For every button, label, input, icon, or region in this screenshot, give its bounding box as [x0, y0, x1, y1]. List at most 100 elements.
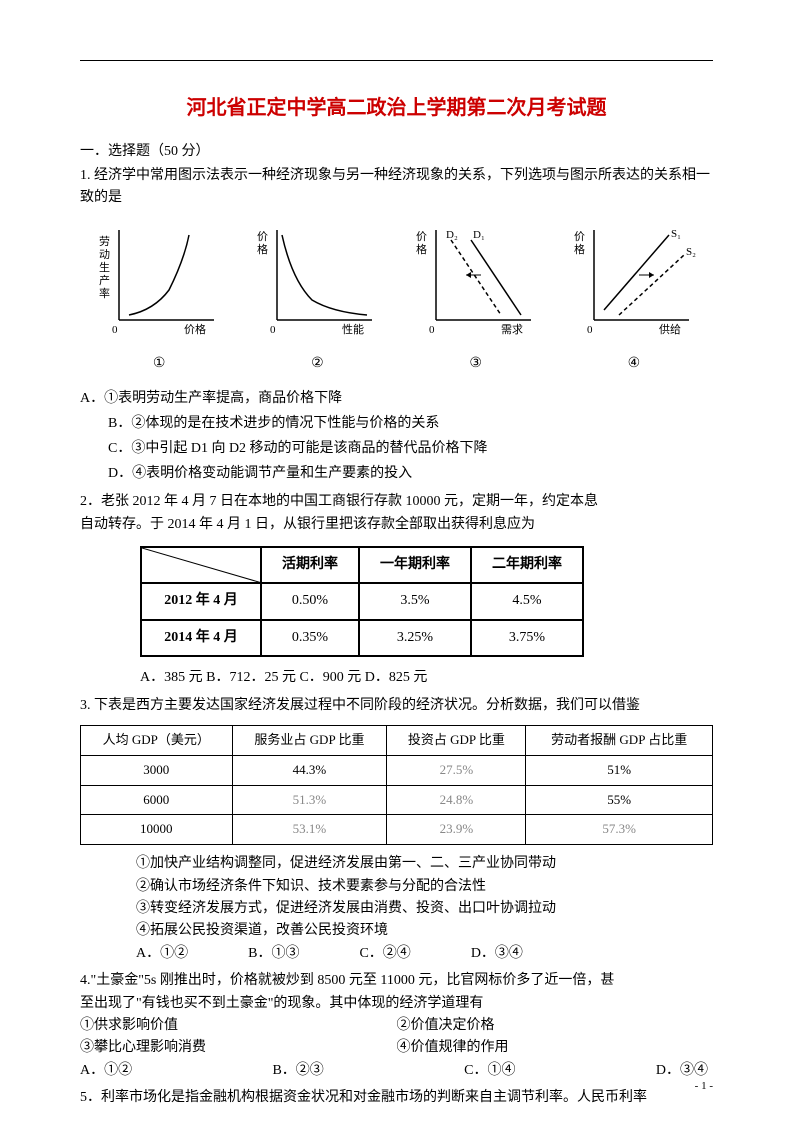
cell-text: 一年期利率 — [380, 557, 450, 572]
q4-text1: 4."土豪金"5s 刚推出时，价格就被炒到 8500 元至 11000 元，比官… — [80, 970, 713, 992]
cell-text: 44.3% — [232, 755, 387, 785]
q3-optB: B．①③ — [248, 943, 299, 965]
page-number: - 1 - — [695, 1080, 713, 1092]
diag-cell — [141, 547, 261, 583]
cell-text: 二年期利率 — [492, 557, 562, 572]
svg-text:0: 0 — [429, 324, 435, 336]
svg-text:D₁: D₁ — [473, 229, 485, 241]
q2-text2: 自动转存。于 2014 年 4 月 1 日，从银行里把该存款全部取出获得利息应为 — [80, 514, 713, 536]
q3-sub2: ②确认市场经济条件下知识、技术要素参与分配的合法性 — [136, 876, 713, 898]
q4-optD: D．③④ — [656, 1060, 708, 1082]
gdp-table: 人均 GDP（美元） 服务业占 GDP 比重 投资占 GDP 比重 劳动者报酬 … — [80, 725, 713, 845]
chart-3-svg: D₂ D₁ 价 格 0 需求 — [411, 220, 541, 340]
chart-1-svg: 劳 动 生 产 率 0 价格 — [94, 220, 224, 340]
q4-optC: C．①④ — [464, 1060, 515, 1082]
question-2: 2．老张 2012 年 4 月 7 日在本地的中国工商银行存款 10000 元，… — [80, 491, 713, 689]
svg-text:格: 格 — [416, 242, 427, 256]
cell-text: 23.9% — [387, 815, 526, 845]
svg-text:率: 率 — [99, 286, 110, 300]
q3-optA: A．①② — [136, 943, 188, 965]
table-row: 活期利率 一年期利率 二年期利率 — [141, 547, 583, 583]
svg-text:格: 格 — [257, 242, 268, 256]
svg-text:性能: 性能 — [342, 322, 364, 336]
cell-text: 活期利率 — [282, 557, 338, 572]
svg-text:0: 0 — [112, 324, 118, 336]
top-divider — [80, 60, 713, 61]
q4-sub3: ③攀比心理影响消费 — [80, 1037, 397, 1059]
section-header: 一．选择题（50 分） — [80, 140, 713, 160]
q1-optB: B．②体现的是在技术进步的情况下性能与价格的关系 — [108, 411, 713, 436]
q3-optD: D．③④ — [471, 943, 523, 965]
table-row: 10000 53.1% 23.9% 57.3% — [81, 815, 713, 845]
svg-text:S₁: S₁ — [671, 228, 681, 240]
chart-2-num: ② — [252, 353, 382, 375]
svg-text:价: 价 — [574, 230, 585, 243]
cell-text: 2012 年 4 月 — [164, 593, 238, 608]
chart-2-svg: 价 格 0 性能 — [252, 220, 382, 340]
table-row: 6000 51.3% 24.8% 55% — [81, 785, 713, 815]
chart-1-num: ① — [94, 353, 224, 375]
svg-text:0: 0 — [587, 324, 593, 336]
q4-optA: A．①② — [80, 1060, 132, 1082]
cell-text: 51.3% — [232, 785, 387, 815]
cell-text: 劳动者报酬 GDP 占比重 — [526, 726, 713, 756]
q3-sub1: ①加快产业结构调整同，促进经济发展由第一、二、三产业协同带动 — [136, 853, 713, 875]
chart-3-num: ③ — [411, 353, 541, 375]
svg-text:价: 价 — [257, 230, 268, 243]
cell-text: 0.50% — [261, 583, 359, 619]
q3-opts: A．①② B．①③ C．②④ D．③④ — [136, 943, 713, 965]
svg-text:格: 格 — [574, 242, 585, 256]
q3-sub3: ③转变经济发展方式，促进经济发展由消费、投资、出口叶协调拉动 — [136, 898, 713, 920]
q1-optC: C．③中引起 D1 向 D2 移动的可能是该商品的替代品价格下降 — [108, 436, 713, 461]
cell-text: 2014 年 4 月 — [164, 630, 238, 645]
cell-text: 27.5% — [387, 755, 526, 785]
chart-3: D₂ D₁ 价 格 0 需求 ③ — [411, 220, 541, 376]
table-row: 2014 年 4 月 0.35% 3.25% 3.75% — [141, 620, 583, 656]
cell-text: 3.5% — [359, 583, 471, 619]
cell-text: 10000 — [81, 815, 233, 845]
svg-text:动: 动 — [99, 248, 110, 261]
svg-text:价: 价 — [416, 230, 427, 243]
cell-text: 3.75% — [471, 620, 583, 656]
q4-sub2: ②价值决定价格 — [397, 1015, 714, 1037]
chart-1: 劳 动 生 产 率 0 价格 ① — [94, 220, 224, 376]
q4-optB: B．②③ — [272, 1060, 323, 1082]
cell-text: 6000 — [81, 785, 233, 815]
question-1: 1. 经济学中常用图示法表示一种经济现象与另一种经济现象的关系，下列选项与图示所… — [80, 165, 713, 486]
q4-row1: ①供求影响价值 ②价值决定价格 — [80, 1015, 713, 1037]
svg-text:产: 产 — [99, 273, 110, 287]
cell-text: 3000 — [81, 755, 233, 785]
q3-text: 3. 下表是西方主要发达国家经济发展过程中不同阶段的经济状况。分析数据，我们可以… — [80, 695, 713, 717]
chart-2: 价 格 0 性能 ② — [252, 220, 382, 376]
svg-text:D₂: D₂ — [446, 229, 458, 241]
q2-answers: A．385 元 B．712．25 元 C．900 元 D．825 元 — [140, 667, 713, 689]
question-4: 4."土豪金"5s 刚推出时，价格就被炒到 8500 元至 11000 元，比官… — [80, 970, 713, 1082]
q4-sub1: ①供求影响价值 — [80, 1015, 397, 1037]
q4-sub4: ④价值规律的作用 — [397, 1037, 714, 1059]
svg-text:劳: 劳 — [99, 235, 110, 248]
cell-text: 57.3% — [526, 815, 713, 845]
cell-text: 服务业占 GDP 比重 — [232, 726, 387, 756]
cell-text: 0.35% — [261, 620, 359, 656]
svg-text:价格: 价格 — [184, 322, 206, 336]
q4-opts: A．①② B．②③ C．①④ D．③④ — [80, 1060, 713, 1082]
table-row: 人均 GDP（美元） 服务业占 GDP 比重 投资占 GDP 比重 劳动者报酬 … — [81, 726, 713, 756]
rate-table: 活期利率 一年期利率 二年期利率 2012 年 4 月 0.50% 3.5% 4… — [140, 546, 584, 657]
svg-text:0: 0 — [270, 324, 276, 336]
q5-text: 5．利率市场化是指金融机构根据资金状况和对金融市场的判断来自主调节利率。人民币利… — [80, 1087, 713, 1109]
cell-text: 投资占 GDP 比重 — [387, 726, 526, 756]
cell-text: 24.8% — [387, 785, 526, 815]
cell-text: 4.5% — [471, 583, 583, 619]
svg-text:需求: 需求 — [501, 323, 523, 336]
cell-text: 53.1% — [232, 815, 387, 845]
q1-optA: A．①表明劳动生产率提高，商品价格下降 — [80, 386, 713, 411]
charts-row: 劳 动 生 产 率 0 价格 ① 价 格 0 性能 ② — [80, 220, 713, 376]
q1-text: 1. 经济学中常用图示法表示一种经济现象与另一种经济现象的关系，下列选项与图示所… — [80, 165, 713, 210]
svg-text:生: 生 — [99, 260, 110, 274]
q3-optC: C．②④ — [359, 943, 410, 965]
cell-text: 55% — [526, 785, 713, 815]
svg-text:S₂: S₂ — [686, 246, 696, 258]
q1-optD: D．④表明价格变动能调节产量和生产要素的投入 — [108, 461, 713, 486]
cell-text: 51% — [526, 755, 713, 785]
cell-text: 3.25% — [359, 620, 471, 656]
